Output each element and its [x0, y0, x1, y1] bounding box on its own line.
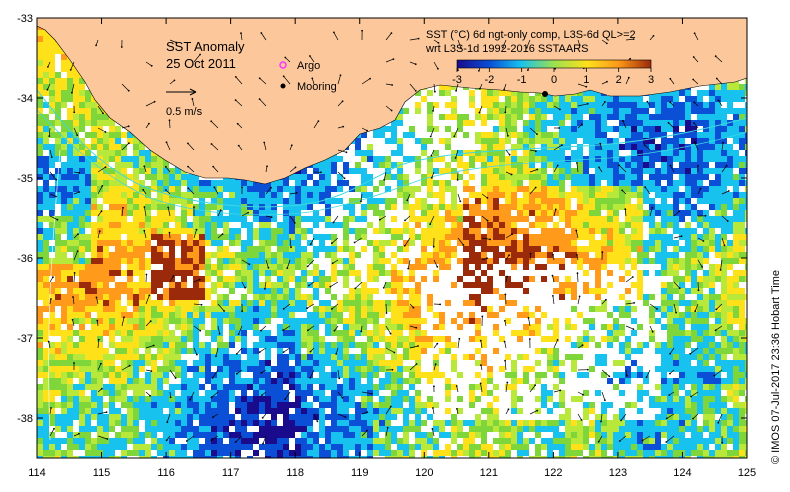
x-tick-label: 117	[222, 467, 240, 479]
mooring-label: Mooring	[297, 81, 337, 93]
colorbar: -3 -2 -1 0 1 2 3	[452, 59, 654, 86]
australia-landmass	[37, 18, 747, 185]
colorbar-tick-label: 3	[648, 74, 654, 86]
x-tick-label: 123	[609, 467, 627, 479]
y-tick-label: -35	[17, 173, 33, 185]
colorbar-tick-label: -2	[484, 74, 494, 86]
credit-text: © IMOS 07-Jul-2017 23:36 Hobart Time	[770, 270, 782, 464]
argo-label: Argo	[297, 60, 320, 72]
scale-arrow	[166, 88, 197, 96]
y-tick-label: -38	[17, 413, 33, 425]
map-title: SST Anomaly	[166, 39, 245, 54]
x-tick-label: 124	[673, 467, 691, 479]
product-line-2: wrt L3S-1d 1992-2016 SSTAARS	[425, 43, 588, 55]
x-tick-label: 125	[738, 467, 756, 479]
x-tick-label: 116	[157, 467, 175, 479]
mooring-marker	[280, 83, 286, 89]
y-tick-label: -37	[17, 333, 33, 345]
argo-marker	[279, 61, 287, 69]
bathymetry-contour-3	[48, 149, 61, 441]
bathymetry-contour-2	[37, 109, 747, 216]
x-axis: 114 115 116 117 118 119 120 121 122 123 124 125	[28, 18, 756, 479]
colorbar-tick-label: 2	[616, 74, 622, 86]
colorbar-tick-label: 1	[583, 74, 589, 86]
bathymetry-contour-1	[37, 89, 747, 208]
x-tick-label: 120	[415, 467, 433, 479]
map-date: 25 Oct 2011	[166, 56, 236, 71]
current-vectors	[46, 29, 730, 445]
scale-label: 0.5 m/s	[166, 106, 203, 118]
x-tick-label: 122	[544, 467, 562, 479]
colorbar-gradient	[456, 59, 652, 69]
colorbar-tick-label: 0	[551, 74, 557, 86]
x-tick-label: 115	[93, 467, 111, 479]
y-tick-label: -33	[17, 13, 33, 25]
product-line-1: SST (°C) 6d ngt-only comp, L3S-6d QL>=2	[426, 29, 636, 41]
x-tick-label: 119	[351, 467, 369, 479]
map-frame	[36, 17, 748, 459]
y-tick-label: -36	[17, 253, 33, 265]
x-tick-label: 114	[28, 467, 46, 479]
mooring-site	[542, 91, 548, 97]
y-tick-label: -34	[17, 93, 33, 105]
x-tick-label: 121	[480, 467, 498, 479]
map-plot-area	[37, 18, 747, 458]
y-axis: -33-34-35-36-37-38	[17, 13, 747, 425]
colorbar-tick-label: -3	[452, 74, 462, 86]
x-tick-label: 118	[286, 467, 304, 479]
colorbar-tick-label: -1	[517, 74, 527, 86]
